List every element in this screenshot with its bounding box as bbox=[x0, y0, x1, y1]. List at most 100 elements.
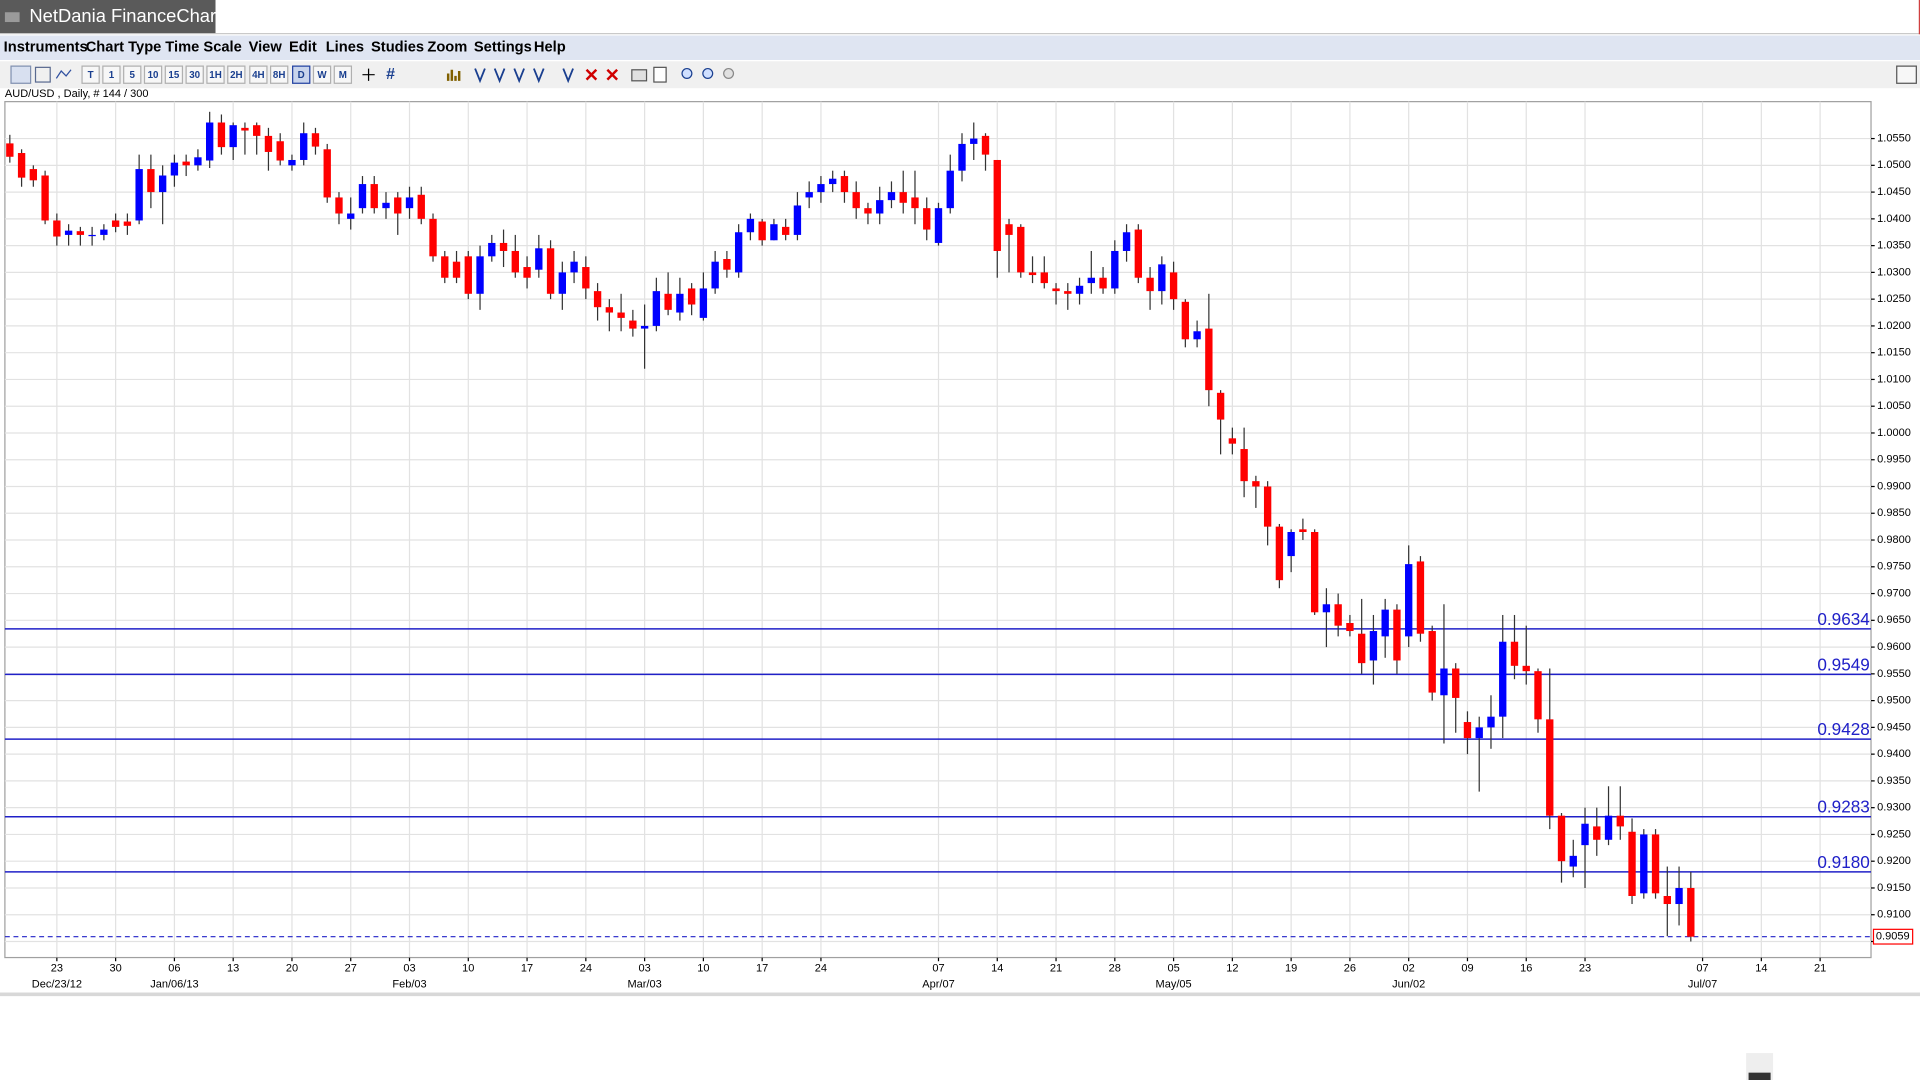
timeframe-button[interactable] bbox=[312, 65, 332, 84]
candle bbox=[1357, 598, 1366, 674]
timeframe-button[interactable] bbox=[81, 65, 100, 84]
candle-body bbox=[699, 288, 708, 318]
timeframe-button[interactable] bbox=[185, 65, 204, 84]
candle bbox=[1440, 604, 1448, 744]
candle bbox=[1687, 871, 1695, 942]
timeframe-button[interactable] bbox=[292, 65, 311, 84]
menu-item[interactable]: View bbox=[249, 40, 283, 56]
candle bbox=[1064, 283, 1072, 310]
candle bbox=[382, 192, 390, 219]
y-tick-label: 1.0550 bbox=[1877, 132, 1911, 144]
crosshair-button[interactable] bbox=[362, 68, 375, 81]
candle bbox=[417, 186, 425, 225]
candle-body bbox=[229, 125, 237, 148]
delete-all-button[interactable] bbox=[606, 68, 619, 81]
candle bbox=[711, 250, 719, 294]
candle-body bbox=[1017, 226, 1025, 273]
timeframe-button[interactable] bbox=[206, 65, 225, 84]
timeframe-button[interactable] bbox=[270, 65, 289, 84]
candle-body bbox=[29, 169, 38, 181]
candle-body bbox=[464, 256, 472, 294]
y-tick-label: 0.9750 bbox=[1877, 561, 1911, 573]
timeframe-label[interactable]: 1H bbox=[209, 70, 222, 81]
candle-body bbox=[135, 169, 143, 221]
candle bbox=[699, 272, 708, 321]
line-tool-button[interactable] bbox=[55, 69, 72, 79]
candle bbox=[958, 133, 966, 182]
timeframe-button[interactable] bbox=[227, 65, 246, 84]
delete-button[interactable] bbox=[585, 68, 598, 81]
timeframe-label[interactable]: M bbox=[339, 70, 347, 81]
candle-body bbox=[382, 202, 390, 209]
candle-body bbox=[347, 213, 355, 219]
menu-item[interactable]: Studies bbox=[371, 40, 424, 56]
menu-item[interactable]: Help bbox=[534, 40, 566, 56]
candle-body bbox=[358, 184, 367, 209]
menu-item[interactable]: Time Scale bbox=[165, 40, 241, 56]
candle-body bbox=[182, 161, 190, 166]
menu-item[interactable]: Edit bbox=[289, 40, 317, 56]
candle-body bbox=[170, 162, 179, 176]
x-tick-label-major: Jun/02 bbox=[1392, 978, 1425, 990]
timeframe-label[interactable]: 15 bbox=[168, 70, 179, 81]
menu-item[interactable]: Settings bbox=[474, 40, 532, 56]
timeframe-button[interactable] bbox=[333, 65, 353, 84]
timeframe-label[interactable]: 8H bbox=[273, 70, 286, 81]
timeframe-label[interactable]: W bbox=[317, 70, 327, 81]
zoom-reset-button[interactable] bbox=[723, 67, 735, 79]
line-delete-button[interactable] bbox=[562, 68, 574, 84]
x-tick-label-major: Apr/07 bbox=[922, 978, 954, 990]
candle-body bbox=[1169, 272, 1178, 300]
studies-button[interactable] bbox=[446, 69, 461, 81]
menu-item[interactable]: Lines bbox=[326, 40, 364, 56]
candle bbox=[1593, 807, 1601, 856]
menu-item[interactable]: Instruments bbox=[4, 40, 88, 56]
tool-button[interactable] bbox=[34, 66, 51, 83]
candle-body bbox=[852, 192, 860, 209]
candle-body bbox=[793, 205, 802, 235]
candle bbox=[1651, 829, 1660, 899]
timeframe-label[interactable]: T bbox=[88, 70, 94, 81]
timeframe-label[interactable]: 5 bbox=[130, 70, 136, 81]
zoom-in-button[interactable] bbox=[681, 67, 693, 79]
y-tick-label: 0.9200 bbox=[1877, 855, 1911, 867]
candle-body bbox=[64, 230, 73, 235]
candle bbox=[511, 234, 519, 278]
candle-body bbox=[1581, 823, 1589, 846]
x-tick-label-major: Feb/03 bbox=[392, 978, 426, 990]
candle-body bbox=[605, 307, 614, 313]
candle bbox=[1428, 625, 1436, 701]
timeframe-label[interactable]: 1 bbox=[109, 70, 115, 81]
timeframe-button[interactable] bbox=[143, 65, 163, 84]
timeframe-label[interactable]: 4H bbox=[252, 70, 265, 81]
candle-body bbox=[1463, 722, 1472, 739]
timeframe-button[interactable] bbox=[249, 65, 268, 84]
timeframe-button[interactable] bbox=[123, 65, 142, 84]
grid-button[interactable]: # bbox=[386, 66, 395, 83]
timeframe-label[interactable]: 30 bbox=[189, 70, 200, 81]
candle bbox=[1310, 529, 1319, 615]
candle-body bbox=[817, 184, 825, 193]
candle-body bbox=[1087, 277, 1095, 284]
lines-buttons[interactable] bbox=[474, 68, 545, 84]
candle-body bbox=[1252, 481, 1260, 487]
timeframe-label[interactable]: 10 bbox=[148, 70, 159, 81]
print-button[interactable] bbox=[631, 69, 648, 82]
chart-tool-button[interactable] bbox=[10, 65, 32, 84]
timeframe-label[interactable]: 2H bbox=[230, 70, 243, 81]
candle bbox=[970, 122, 978, 160]
horizontal-lines: 0.9634 0.9549 0.9428 0.9283 0.9180 bbox=[4, 609, 1872, 938]
menu-item[interactable]: Chart Type bbox=[86, 40, 162, 56]
panel-button[interactable] bbox=[1896, 65, 1917, 84]
candle bbox=[605, 299, 614, 332]
menu-item[interactable]: Zoom bbox=[427, 40, 467, 56]
y-tick-label: 0.9850 bbox=[1877, 507, 1911, 519]
timeframe-button[interactable] bbox=[102, 65, 121, 84]
candle bbox=[852, 181, 860, 219]
y-tick-label: 1.0000 bbox=[1877, 427, 1911, 439]
preview-button[interactable] bbox=[653, 66, 667, 83]
timeframe-button[interactable] bbox=[164, 65, 184, 84]
zoom-out-button[interactable] bbox=[702, 67, 714, 79]
timeframe-label[interactable]: D bbox=[298, 70, 305, 81]
